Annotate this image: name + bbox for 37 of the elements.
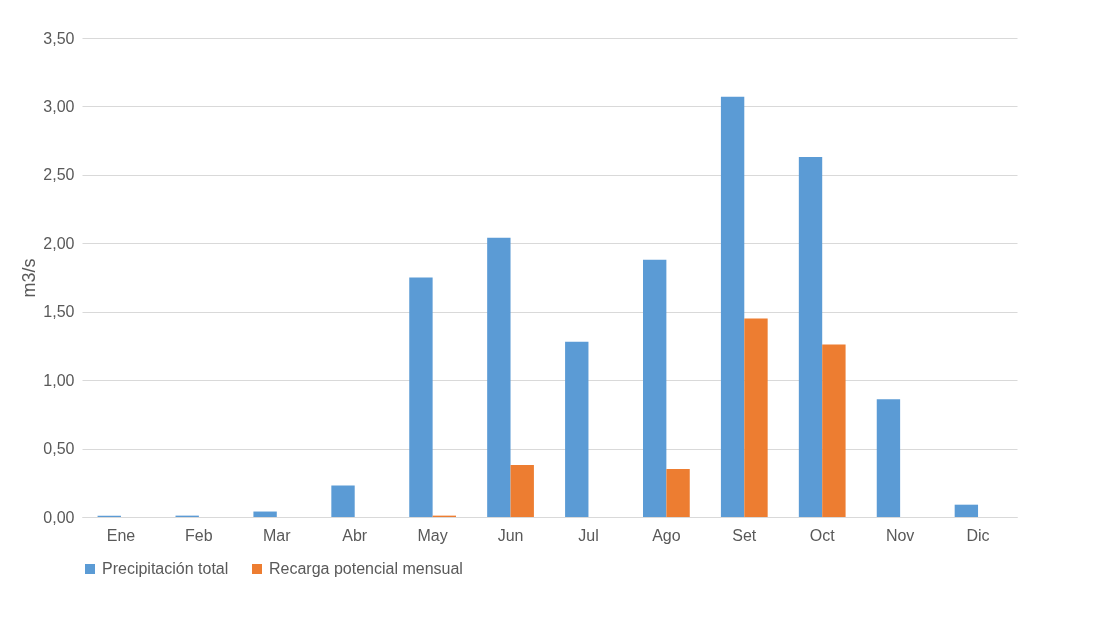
x-tick-label: Abr — [342, 526, 368, 544]
y-tick-label: 1,50 — [43, 303, 75, 321]
bar — [510, 464, 534, 517]
x-tick-label: Nov — [885, 526, 915, 544]
x-tick-label: Jun — [497, 526, 524, 544]
bar — [409, 277, 433, 517]
x-tick-label: Set — [732, 526, 757, 544]
bar — [822, 344, 846, 517]
y-tick-label: 0,50 — [43, 440, 75, 458]
bar — [487, 237, 511, 517]
x-tick-label: Mar — [263, 526, 292, 544]
bar — [744, 318, 768, 517]
legend-label: Precipitación total — [102, 560, 229, 577]
x-tick-label: Jul — [578, 526, 599, 544]
x-tick-label: Feb — [185, 526, 213, 544]
y-tick-label: 3,50 — [43, 29, 75, 47]
bar — [954, 504, 979, 517]
y-tick-label: 2,00 — [43, 234, 75, 252]
bar — [253, 511, 277, 517]
legend-label: Recarga potencial mensual — [269, 560, 463, 577]
bar — [720, 96, 745, 517]
y-tick-label: 2,50 — [43, 166, 75, 184]
bar — [876, 399, 901, 517]
x-tick-label: May — [417, 526, 448, 544]
x-tick-label: Ago — [652, 526, 681, 544]
bar — [666, 469, 690, 517]
bar — [565, 341, 589, 517]
y-tick-label: 3,00 — [43, 97, 75, 115]
y-tick-label: 1,00 — [43, 371, 75, 389]
x-tick-label: Dic — [966, 526, 990, 544]
bar — [331, 485, 355, 517]
bar — [798, 157, 823, 517]
x-tick-label: Ene — [106, 526, 136, 544]
y-axis-title: m3/s — [19, 258, 40, 298]
bar — [643, 259, 667, 517]
y-tick-label: 0,00 — [43, 508, 75, 526]
x-tick-label: Oct — [809, 526, 836, 544]
